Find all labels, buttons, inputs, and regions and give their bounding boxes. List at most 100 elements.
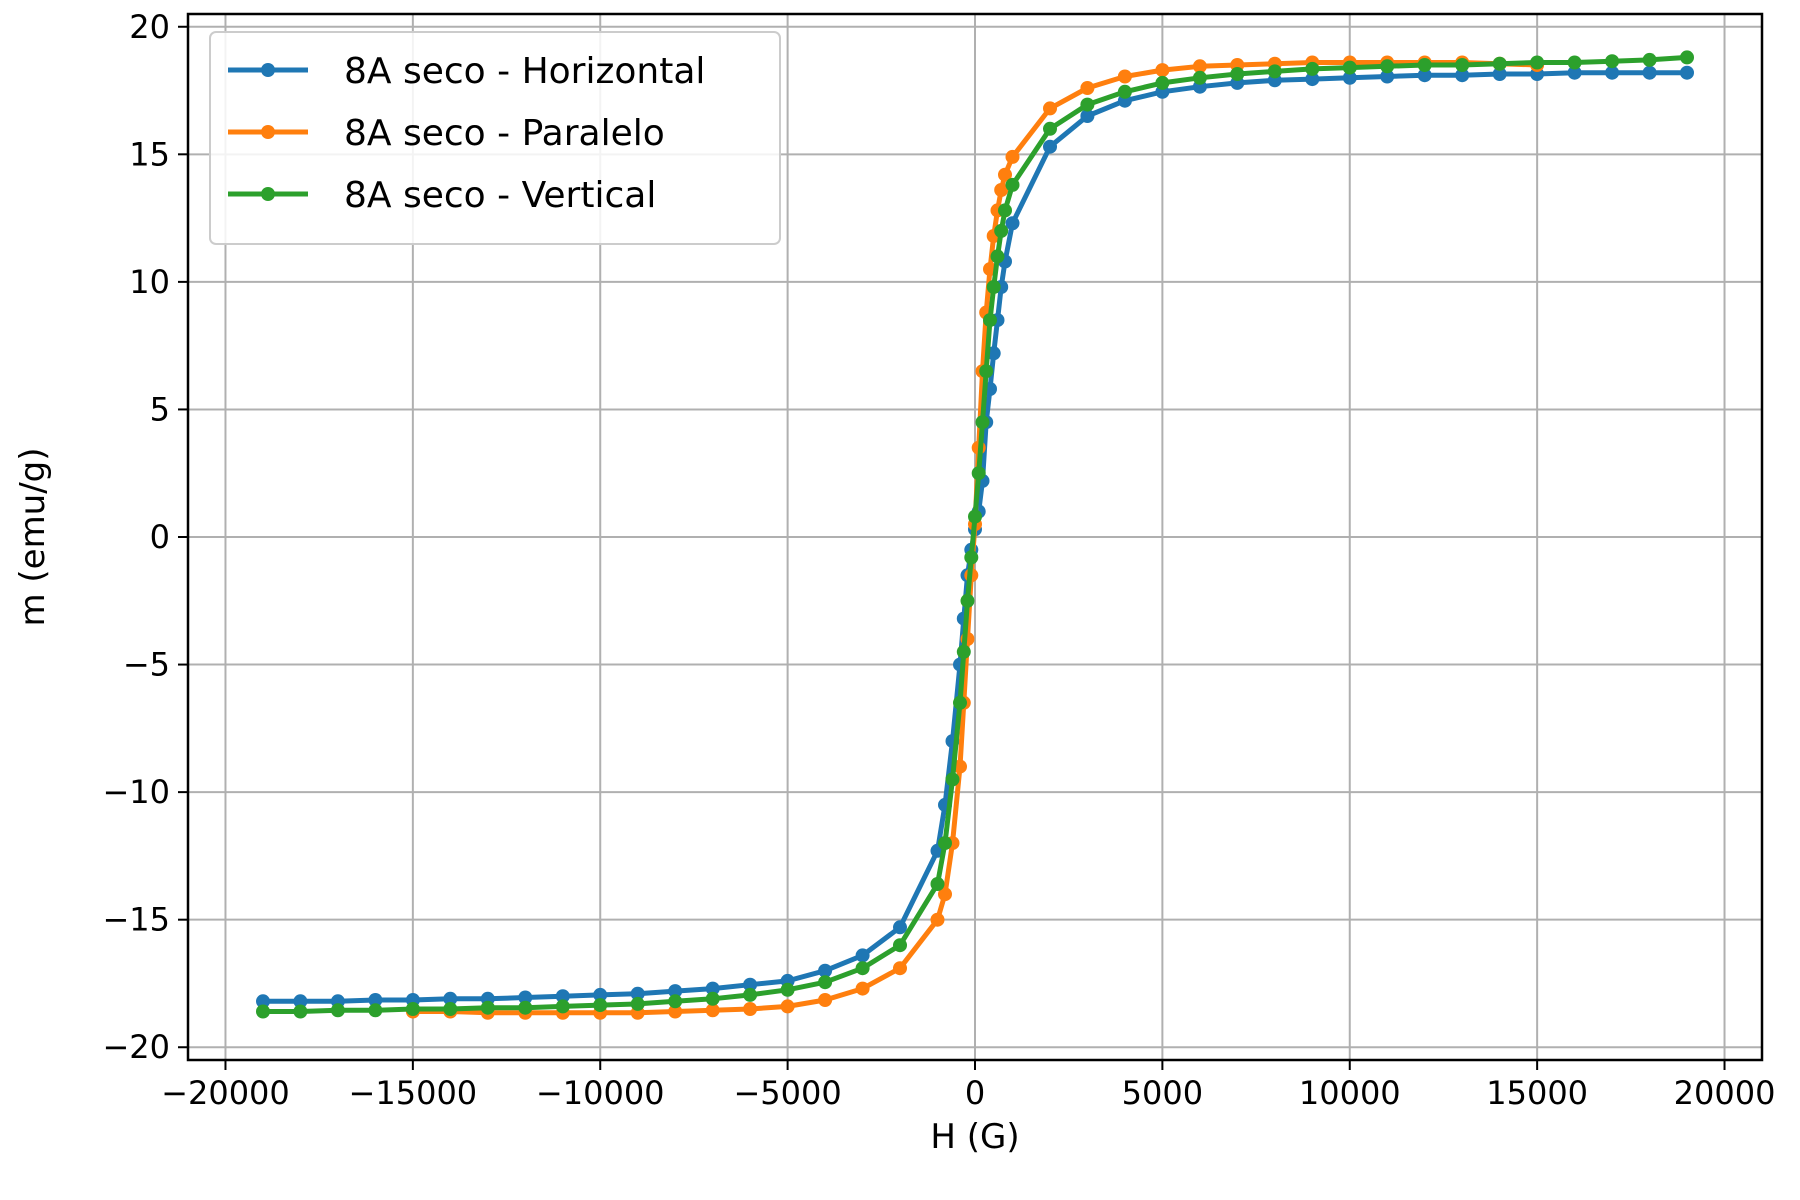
data-point bbox=[1642, 65, 1657, 80]
data-point bbox=[1492, 67, 1507, 81]
data-point bbox=[630, 986, 645, 1001]
data-point bbox=[1192, 70, 1207, 85]
data-point bbox=[1230, 67, 1245, 81]
data-point bbox=[1455, 68, 1470, 83]
x-tick-label: 15000 bbox=[1486, 1074, 1588, 1112]
data-point bbox=[705, 991, 720, 1006]
data-point bbox=[593, 998, 608, 1013]
data-point bbox=[930, 912, 945, 927]
series-layer bbox=[256, 50, 1694, 1020]
data-point bbox=[1117, 84, 1132, 99]
data-point bbox=[971, 466, 986, 481]
data-point bbox=[480, 1000, 495, 1015]
data-point bbox=[668, 994, 683, 1009]
data-point bbox=[668, 1004, 683, 1019]
data-point bbox=[953, 695, 967, 710]
data-point bbox=[743, 1002, 758, 1016]
data-point bbox=[998, 167, 1012, 182]
data-point bbox=[1567, 65, 1582, 80]
data-point bbox=[968, 509, 982, 524]
data-point bbox=[705, 981, 720, 996]
data-point bbox=[443, 991, 458, 1006]
data-point bbox=[1080, 81, 1095, 95]
data-point bbox=[1192, 59, 1207, 74]
data-point bbox=[555, 989, 570, 1004]
data-point bbox=[956, 644, 971, 659]
series-2 bbox=[256, 50, 1694, 1019]
data-point bbox=[1417, 68, 1432, 83]
data-point bbox=[443, 1002, 458, 1016]
data-point bbox=[705, 1003, 720, 1018]
data-point bbox=[293, 1004, 308, 1019]
data-point bbox=[330, 1003, 345, 1018]
legend-label: 8A seco - Horizontal bbox=[344, 51, 705, 92]
data-point bbox=[994, 223, 1009, 238]
y-tick-label: −20 bbox=[102, 1028, 170, 1066]
data-point bbox=[1155, 63, 1170, 78]
y-tick-label: 15 bbox=[129, 135, 170, 173]
data-point bbox=[780, 982, 795, 997]
data-point bbox=[1380, 59, 1395, 74]
data-point bbox=[855, 961, 870, 976]
data-point bbox=[893, 961, 907, 976]
legend-box bbox=[209, 31, 781, 245]
data-point bbox=[1043, 139, 1057, 154]
data-point bbox=[780, 999, 795, 1014]
x-tick-label: 5000 bbox=[1122, 1074, 1203, 1112]
data-point bbox=[1155, 75, 1170, 90]
data-point bbox=[964, 550, 979, 565]
data-point bbox=[960, 593, 975, 608]
data-point bbox=[1305, 72, 1320, 87]
data-point bbox=[1080, 97, 1095, 112]
data-point bbox=[938, 887, 952, 902]
data-point bbox=[994, 183, 1009, 197]
data-point bbox=[256, 1004, 270, 1019]
data-point bbox=[1680, 65, 1694, 80]
y-axis-label: m (emu/g) bbox=[13, 447, 53, 626]
data-point bbox=[938, 836, 952, 851]
legend-label: 8A seco - Vertical bbox=[344, 175, 656, 216]
data-point bbox=[1455, 58, 1470, 72]
data-point bbox=[1530, 55, 1545, 70]
data-point bbox=[1342, 60, 1357, 75]
data-point bbox=[1305, 61, 1320, 76]
data-point bbox=[743, 987, 758, 1002]
data-point bbox=[1043, 101, 1057, 116]
x-tick-label: −5000 bbox=[733, 1074, 841, 1112]
x-tick-label: 20000 bbox=[1674, 1074, 1776, 1112]
data-point bbox=[1043, 121, 1057, 136]
data-point bbox=[668, 984, 683, 999]
data-point bbox=[1642, 52, 1657, 67]
data-point bbox=[518, 1000, 533, 1015]
data-point bbox=[1492, 56, 1507, 71]
data-point bbox=[930, 877, 945, 891]
data-point bbox=[293, 994, 308, 1009]
x-tick-label: −20000 bbox=[161, 1074, 290, 1112]
data-point bbox=[1680, 50, 1694, 65]
y-tick-label: 0 bbox=[150, 518, 170, 556]
data-point bbox=[1417, 58, 1432, 72]
data-point bbox=[1005, 216, 1020, 231]
data-point bbox=[893, 938, 907, 953]
data-point bbox=[1567, 55, 1582, 70]
data-point bbox=[855, 981, 870, 996]
x-tick-label: −15000 bbox=[349, 1074, 478, 1112]
data-point bbox=[986, 280, 1001, 294]
data-point bbox=[1005, 177, 1020, 192]
data-point bbox=[1605, 54, 1620, 69]
data-point bbox=[893, 920, 907, 935]
data-point bbox=[855, 948, 870, 963]
data-point bbox=[975, 415, 990, 430]
data-point bbox=[1117, 69, 1132, 84]
data-point bbox=[555, 999, 570, 1014]
data-point bbox=[518, 990, 533, 1005]
ticks: −20000 −15000 −10000 −5000 0 5000 10000 15000 20… bbox=[102, 8, 1775, 1112]
y-tick-label: 20 bbox=[129, 8, 170, 46]
data-point bbox=[630, 996, 645, 1011]
data-point bbox=[818, 975, 833, 990]
x-axis-label: H (G) bbox=[930, 1117, 1019, 1157]
data-point bbox=[818, 963, 833, 978]
data-point bbox=[983, 313, 997, 328]
data-point bbox=[1605, 65, 1620, 80]
data-point bbox=[1342, 70, 1357, 85]
